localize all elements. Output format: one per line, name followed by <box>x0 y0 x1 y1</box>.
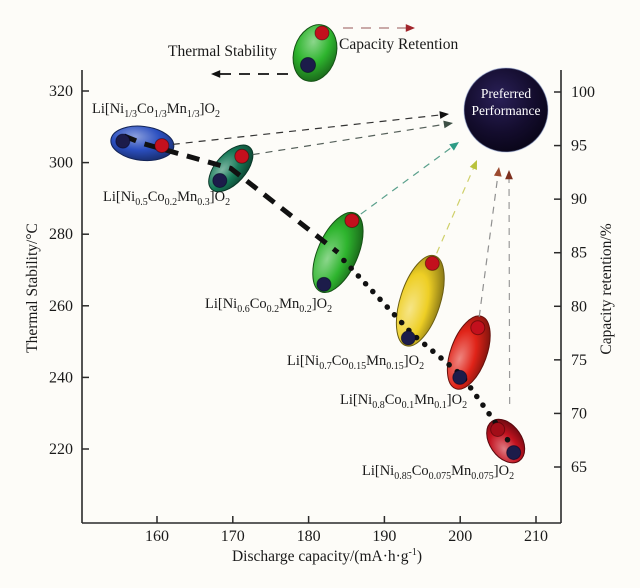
compound-label: Li[Ni0.5Co0.2Mn0.3]O2 <box>103 189 231 208</box>
y-right-tick-label: 85 <box>571 245 587 262</box>
legend-retention-dot <box>314 25 330 41</box>
x-tick-label: 210 <box>524 528 548 545</box>
legend-capacity-retention-label: Capacity Retention <box>339 36 459 53</box>
x-tick-label: 160 <box>145 528 169 545</box>
legend-thermal-dot <box>300 57 316 73</box>
y-left-axis-title: Thermal Stability/°C <box>24 223 41 353</box>
arrowhead-icon <box>439 111 449 119</box>
capacity-retention-dot <box>490 422 506 437</box>
capacity-retention-dot <box>154 138 170 154</box>
preferred-connector-line <box>360 143 457 215</box>
thermal-stability-dot <box>115 133 131 149</box>
preferred-performance-line2: Performance <box>471 103 541 118</box>
y-left-tick-label: 220 <box>49 441 73 458</box>
arrowhead-icon <box>505 170 513 180</box>
arrowhead-icon <box>449 142 459 151</box>
preferred-connector-line <box>252 123 450 156</box>
compound-label: Li[Ni0.85Co0.075Mn0.075]O2 <box>362 463 515 482</box>
x-tick-label: 200 <box>448 528 472 545</box>
y-right-tick-label: 70 <box>571 405 587 422</box>
compound-label: Li[Ni0.6Co0.2Mn0.2]O2 <box>205 296 333 315</box>
legend-thermal-stability-label: Thermal Stability <box>168 43 277 60</box>
y-right-tick-label: 100 <box>571 84 595 101</box>
capacity-retention-dot <box>344 213 360 229</box>
y-left-tick-label: 280 <box>49 226 73 243</box>
y-right-tick-label: 95 <box>571 138 587 155</box>
x-axis-title: Discharge capacity/(mA·h·g-1) <box>231 547 423 566</box>
preferred-performance-circle <box>463 67 549 153</box>
y-right-tick-label: 90 <box>571 191 587 208</box>
y-left-tick-label: 320 <box>49 83 73 100</box>
y-left-tick-label: 260 <box>49 298 73 315</box>
x-tick-label: 190 <box>372 528 396 545</box>
arrowhead-icon <box>469 160 477 170</box>
y-right-tick-label: 80 <box>571 298 587 315</box>
preferred-performance-line1: Preferred <box>480 86 532 101</box>
capacity-retention-dot <box>424 255 440 271</box>
capacity-retention-dot <box>234 148 250 164</box>
x-tick-label: 180 <box>297 528 321 545</box>
preferred-connector-line <box>436 163 476 254</box>
preferred-connector-line <box>478 170 500 317</box>
thermal-stability-dot <box>452 369 468 385</box>
arrowhead-icon <box>405 24 415 32</box>
preferred-performance-label: Preferred Performance <box>449 85 563 119</box>
arrowhead-icon <box>443 120 453 129</box>
compound-ellipse <box>446 315 491 390</box>
y-left-tick-label: 240 <box>49 369 73 386</box>
x-tick-label: 170 <box>221 528 245 545</box>
arrowhead-icon <box>211 70 221 78</box>
capacity-retention-dot <box>470 320 486 336</box>
y-left-tick-label: 300 <box>49 155 73 172</box>
compound-label: Li[Ni1/3Co1/3Mn1/3]O2 <box>92 101 220 120</box>
y-right-tick-label: 65 <box>571 459 587 476</box>
preferred-connector-line <box>172 113 446 145</box>
arrowhead-icon <box>493 167 502 177</box>
trend-line-dashed <box>123 133 340 255</box>
y-right-axis-title: Capacity retention/% <box>598 223 615 355</box>
y-right-tick-label: 75 <box>571 352 587 369</box>
thermal-stability-dot <box>212 173 228 188</box>
compound-label: Li[Ni0.7Co0.15Mn0.15]O2 <box>287 353 425 372</box>
compound-label: Li[Ni0.8Co0.1Mn0.1]O2 <box>340 392 468 411</box>
thermal-stability-dot <box>506 445 522 461</box>
legend-bubble <box>292 24 338 82</box>
preferred-connector-line <box>508 173 511 404</box>
compound-ellipse <box>395 254 445 347</box>
thermal-stability-dot <box>316 276 332 292</box>
thermal-stability-dot <box>400 330 416 346</box>
